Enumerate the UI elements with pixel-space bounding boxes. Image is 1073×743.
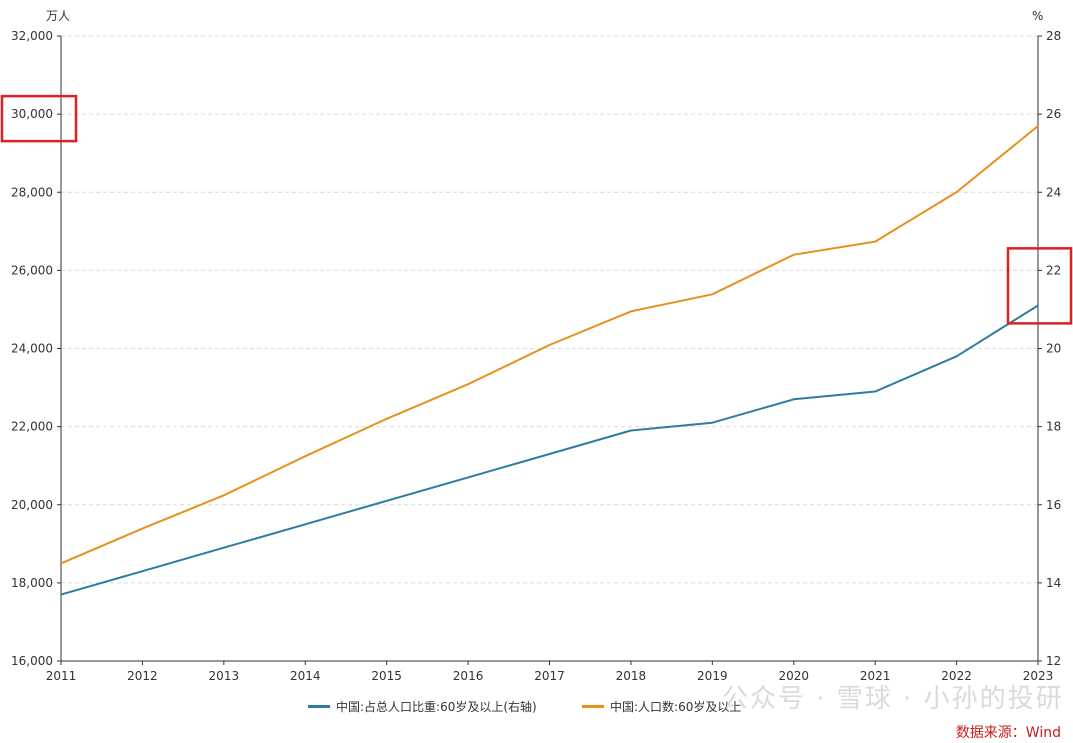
- right-tick-label: 20: [1046, 342, 1061, 356]
- axes: [60, 36, 1039, 662]
- x-axis-ticks: 2011 2012 2013 2014 2015 2016 2017 2018 2019 2020…: [46, 661, 1054, 683]
- highlight-boxes: [0, 94, 1073, 325]
- right-tick-label: 24: [1046, 185, 1061, 199]
- legend-label: 中国:人口数:60岁及以上: [610, 700, 742, 714]
- legend-swatch: [308, 705, 330, 708]
- x-tick-label: 2013: [209, 669, 240, 683]
- x-tick-label: 2011: [46, 669, 77, 683]
- legend-item-ratio: 中国:占总人口比重:60岁及以上(右轴): [308, 698, 537, 715]
- x-tick-label: 2018: [616, 669, 647, 683]
- left-tick-label: 18,000: [11, 576, 53, 590]
- right-tick-label: 26: [1046, 107, 1061, 121]
- x-tick-label: 2015: [371, 669, 402, 683]
- x-tick-label: 2019: [697, 669, 728, 683]
- left-tick-label: 26,000: [11, 263, 53, 277]
- x-tick-label: 2012: [127, 669, 158, 683]
- x-tick-label: 2022: [941, 669, 972, 683]
- left-tick-label: 22,000: [11, 420, 53, 434]
- left-axis-unit: 万人: [46, 9, 70, 23]
- source-label: 数据来源：Wind: [955, 725, 1061, 741]
- left-tick-label: 30,000: [11, 107, 53, 121]
- right-tick-label: 18: [1046, 420, 1061, 434]
- population-series-line: [60, 125, 1039, 565]
- x-tick-label: 2020: [778, 669, 809, 683]
- ratio-series-line: [60, 304, 1039, 596]
- right-tick-label: 14: [1046, 576, 1061, 590]
- right-tick-label: 22: [1046, 263, 1061, 277]
- left-axis-ticks: 16,000 18,000 20,000 22,000 24,000 26,000 28,0…: [11, 29, 61, 668]
- legend-item-population: 中国:人口数:60岁及以上: [582, 698, 741, 715]
- left-tick-label: 28,000: [11, 185, 53, 199]
- x-tick-label: 2023: [1023, 669, 1054, 683]
- x-tick-label: 2021: [860, 669, 891, 683]
- right-tick-label: 12: [1046, 654, 1061, 668]
- left-tick-label: 20,000: [11, 498, 53, 512]
- right-highlight-box: [1006, 247, 1073, 325]
- left-tick-label: 16,000: [11, 654, 53, 668]
- x-tick-label: 2014: [290, 669, 321, 683]
- left-highlight-box: [0, 94, 78, 143]
- left-tick-label: 24,000: [11, 342, 53, 356]
- watermark: 公众号 · 雪球 · 小孙的投研: [722, 684, 1064, 714]
- right-tick-label: 28: [1046, 29, 1061, 43]
- left-tick-label: 32,000: [11, 29, 53, 43]
- grid-lines: [61, 35, 1038, 584]
- x-tick-label: 2017: [534, 669, 565, 683]
- right-tick-label: 16: [1046, 498, 1061, 512]
- legend-label: 中国:占总人口比重:60岁及以上(右轴): [336, 700, 537, 714]
- right-axis-unit: %: [1032, 9, 1043, 23]
- series-lines: [60, 125, 1039, 596]
- right-axis-ticks: 12 14 16 18 20 22 24 26 28: [1038, 29, 1061, 668]
- x-tick-label: 2016: [453, 669, 484, 683]
- legend-swatch: [582, 705, 604, 708]
